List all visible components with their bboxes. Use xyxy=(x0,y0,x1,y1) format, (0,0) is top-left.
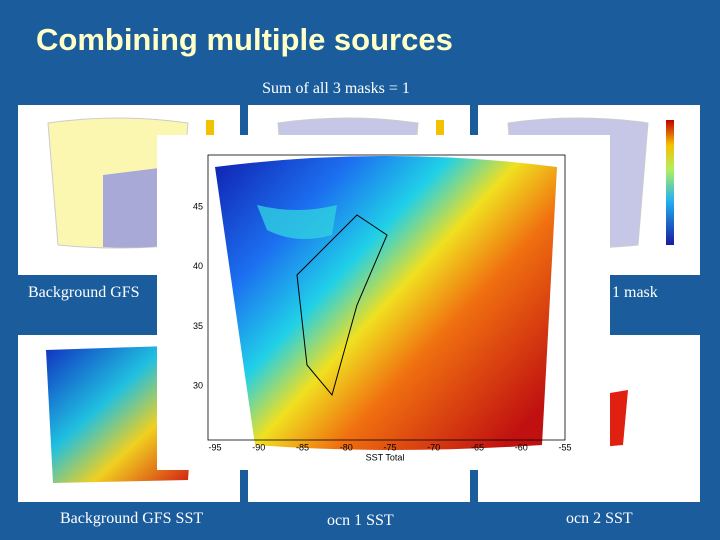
x-tick-label: -65 xyxy=(471,442,484,452)
x-tick-label: -95 xyxy=(208,442,221,452)
subtitle: Sum of all 3 masks = 1 xyxy=(262,80,410,97)
x-tick-label: -70 xyxy=(427,442,440,452)
mask-label: Background GFS xyxy=(28,284,140,301)
x-tick-label: -90 xyxy=(252,442,265,452)
x-tick-label: -75 xyxy=(383,442,396,452)
y-tick-label: 30 xyxy=(193,380,203,390)
y-tick-label: 45 xyxy=(193,201,203,211)
x-tick-label: -55 xyxy=(558,442,571,452)
y-tick-label: 40 xyxy=(193,261,203,271)
overlay-caption: SST Total xyxy=(366,452,405,462)
sst-label: ocn 2 SST xyxy=(566,510,633,527)
y-tick-label: 35 xyxy=(193,321,203,331)
x-tick-label: -85 xyxy=(296,442,309,452)
overlay-plot: 45 40 35 30 -95 -90 -85 -80 -75 -70 -65 -60 -55 SST T… xyxy=(193,154,572,462)
mask-label: 1 mask xyxy=(612,284,658,301)
slide-title: Combining multiple sources xyxy=(36,22,453,57)
sst-label: Background GFS SST xyxy=(60,510,204,527)
x-tick-label: -80 xyxy=(340,442,353,452)
sst-label: ocn 1 SST xyxy=(327,512,394,529)
overlay-panel: 45 40 35 30 -95 -90 -85 -80 -75 -70 -65 -60 -55 SST T… xyxy=(157,135,610,470)
x-tick-label: -60 xyxy=(515,442,528,452)
